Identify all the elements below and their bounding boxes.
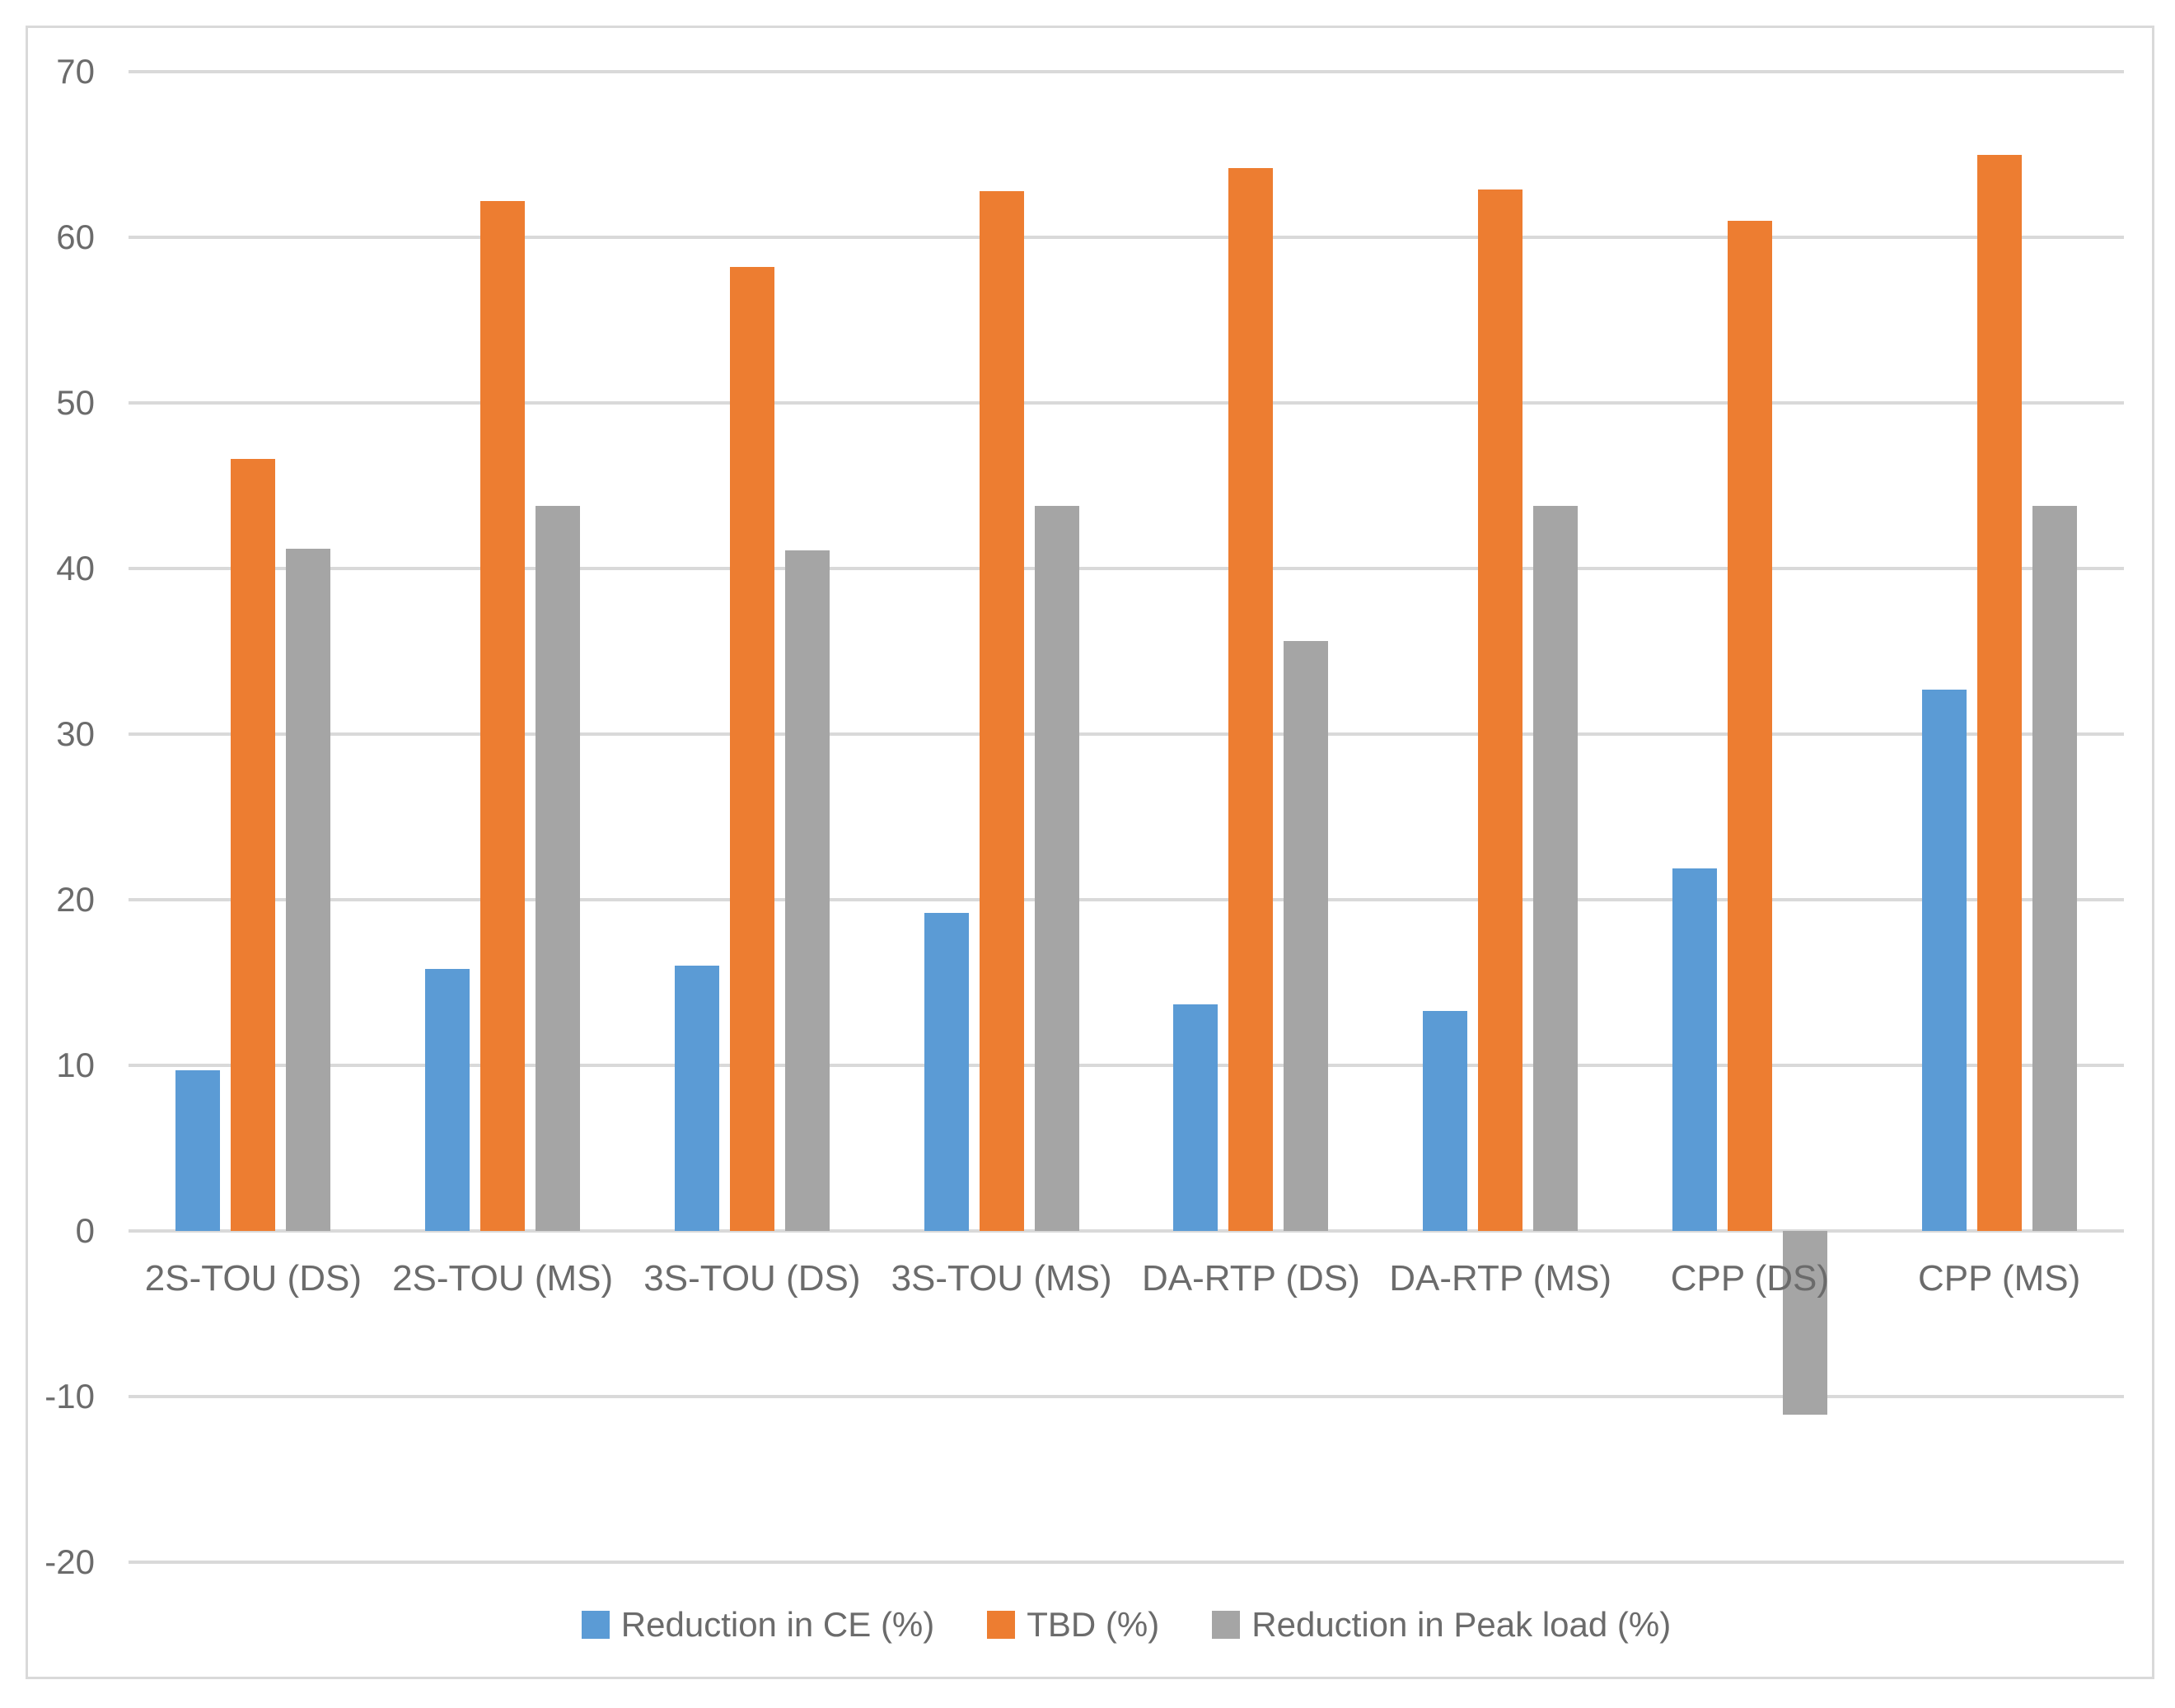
y-tick-label: 40 <box>56 549 95 587</box>
bar <box>674 966 719 1231</box>
legend-swatch <box>581 1611 610 1639</box>
y-tick-label: -20 <box>44 1542 95 1581</box>
bar <box>1533 505 1579 1231</box>
bar <box>1228 167 1274 1231</box>
bar <box>1284 641 1329 1231</box>
gridline <box>129 236 2124 239</box>
bar <box>480 200 526 1231</box>
gridline <box>129 1064 2124 1067</box>
legend-label: TBD (%) <box>1027 1605 1160 1644</box>
legend-label: Reduction in CE (%) <box>620 1605 935 1644</box>
gridline <box>129 732 2124 736</box>
y-tick-label: 60 <box>56 218 95 256</box>
x-category-label: 3S-TOU (MS) <box>891 1258 1112 1299</box>
gridline <box>129 1395 2124 1398</box>
gridline <box>129 1561 2124 1564</box>
bar <box>1478 189 1523 1231</box>
bar <box>729 267 774 1231</box>
bar <box>1727 220 1772 1231</box>
x-category-label: 3S-TOU (DS) <box>643 1258 861 1299</box>
bar <box>536 505 581 1231</box>
y-tick-label: 50 <box>56 383 95 422</box>
bar <box>231 459 276 1231</box>
bar <box>784 550 830 1231</box>
x-category-label: DA-RTP (MS) <box>1389 1258 1611 1299</box>
gridline <box>129 567 2124 570</box>
bar <box>1976 154 2022 1231</box>
legend-item: Reduction in Peak load (%) <box>1212 1605 1671 1645</box>
x-axis-line <box>129 1229 2124 1233</box>
chart-frame <box>26 26 2154 1679</box>
gridline <box>129 401 2124 405</box>
legend: Reduction in CE (%) TBD (%) Reduction in P… <box>129 1602 2124 1648</box>
y-tick-label: 70 <box>56 52 95 91</box>
bar <box>979 190 1024 1231</box>
y-tick-label: 0 <box>75 1211 95 1250</box>
bar <box>1672 868 1717 1231</box>
legend-item: Reduction in CE (%) <box>581 1605 935 1645</box>
bar <box>1423 1010 1468 1231</box>
bar <box>286 548 331 1231</box>
y-tick-label: 20 <box>56 880 95 919</box>
bar <box>2032 505 2077 1231</box>
x-category-label: 2S-TOU (MS) <box>392 1258 614 1299</box>
bar <box>175 1070 221 1231</box>
gridline <box>129 898 2124 901</box>
x-category-label: CPP (MS) <box>1918 1258 2081 1299</box>
x-category-label: DA-RTP (DS) <box>1141 1258 1360 1299</box>
x-category-label: 2S-TOU (DS) <box>144 1258 362 1299</box>
bar <box>425 969 470 1231</box>
y-tick-label: 10 <box>56 1046 95 1084</box>
gridline <box>129 70 2124 73</box>
bar <box>1173 1004 1218 1231</box>
legend-swatch <box>987 1611 1016 1639</box>
y-tick-label: 30 <box>56 714 95 753</box>
bar <box>1921 689 1967 1231</box>
bar <box>924 913 969 1231</box>
bar <box>1034 505 1079 1231</box>
legend-item: TBD (%) <box>987 1605 1159 1645</box>
bar <box>1782 1231 1827 1416</box>
y-tick-label: -10 <box>44 1377 95 1416</box>
legend-swatch <box>1212 1611 1241 1639</box>
legend-label: Reduction in Peak load (%) <box>1251 1605 1672 1644</box>
x-category-label: CPP (DS) <box>1670 1258 1830 1299</box>
